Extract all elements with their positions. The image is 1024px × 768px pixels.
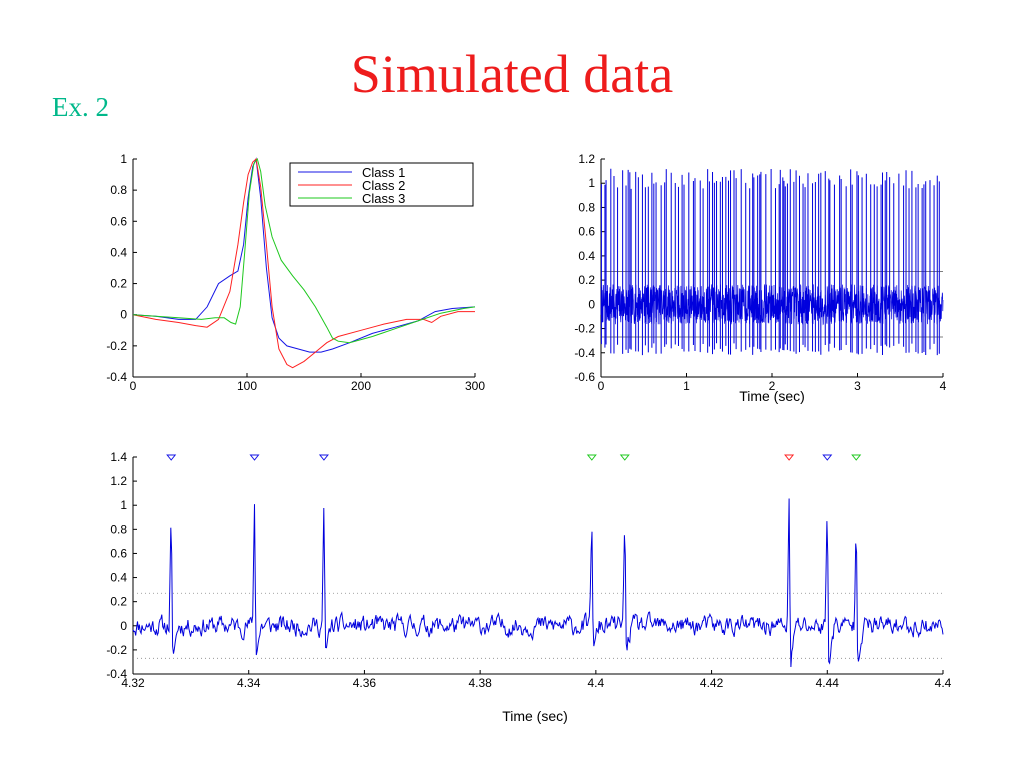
x-tick-label: 100 [237,379,257,393]
x-tick-label: 4.38 [468,676,492,690]
y-tick-label: 0.8 [110,183,127,197]
y-tick-label: 1.2 [578,152,595,166]
y-tick-label: 0.2 [110,595,127,609]
full-trace-chart: -0.6 -0.4 -0.2 0 0.2 0.4 0.6 0.8 1 1.2 0 1 2 3 4 Time (… [574,152,946,404]
y-tick-label: 0.6 [110,546,127,560]
y-tick-label: 0.4 [110,245,127,259]
x-tick-label: 2 [769,379,776,393]
y-tick-label: 1.2 [110,474,127,488]
class-marker-1 [249,454,260,461]
y-tick-label: 0 [588,297,595,311]
y-tick-label: -0.4 [106,667,127,681]
x-tick-label: 3 [854,379,861,393]
legend-label-class-3: Class 3 [362,191,405,206]
class-marker-1 [166,454,177,461]
y-tick-label: 0.4 [110,571,127,585]
x-tick-label: 4 [940,379,947,393]
series-line-class-1 [132,157,476,353]
page-title: Simulated data [350,44,674,104]
y-tick-label: -0.2 [106,643,127,657]
zoom-trace-chart: -0.4 -0.2 0 0.2 0.4 0.6 0.8 1 1.2 1.4 4.32 4.34 4.36… [106,450,951,724]
y-tick-label: -0.4 [106,370,127,384]
y-tick-label: 1 [120,498,127,512]
series-line-class-2 [132,158,475,369]
y-tick-label: 1 [588,176,595,190]
y-tick-label: 0.2 [110,277,127,291]
class-marker-1 [822,454,833,461]
y-tick-label: 1.4 [110,450,127,464]
x-tick-label: 4.4 [588,676,605,690]
y-tick-label: 0.2 [578,273,595,287]
y-tick-label: -0.2 [106,339,127,353]
x-tick-label: 200 [351,379,371,393]
x-axis-label: Time (sec) [502,708,568,724]
zoom-trace-line [132,498,944,668]
y-tick-label: 0.6 [578,225,595,239]
class-marker-1 [318,454,329,461]
x-tick-label: 4.44 [816,676,840,690]
y-tick-label: 1 [120,152,127,166]
class-marker-2 [784,454,795,461]
y-tick-label: 0.8 [110,522,127,536]
x-tick-label: 300 [465,379,485,393]
y-tick-label: 0 [120,619,127,633]
series-line-class-3 [132,157,476,344]
y-tick-label: 0.6 [110,214,127,228]
y-tick-label: -0.4 [574,346,595,360]
x-tick-label: 4.32 [121,676,145,690]
legend-label-class-2: Class 2 [362,178,405,193]
x-tick-label: 4.42 [700,676,724,690]
class-marker-3 [851,454,862,461]
class-marker-3 [619,454,630,461]
example-label: Ex. 2 [52,92,109,122]
legend-label-class-1: Class 1 [362,165,405,180]
x-tick-label: 0 [598,379,605,393]
x-tick-label: 1 [683,379,690,393]
x-tick-label: 4.4 [935,676,952,690]
y-tick-label: 0.8 [578,200,595,214]
x-tick-label: 4.36 [353,676,377,690]
y-tick-label: -0.2 [574,322,595,336]
class-marker-3 [586,454,597,461]
x-tick-label: 0 [130,379,137,393]
noise-trace [600,284,944,326]
x-axis-label: Time (sec) [739,388,805,404]
y-tick-label: 0 [120,308,127,322]
x-tick-label: 4.34 [237,676,261,690]
y-tick-label: -0.6 [574,370,595,384]
y-tick-label: 0.4 [578,249,595,263]
